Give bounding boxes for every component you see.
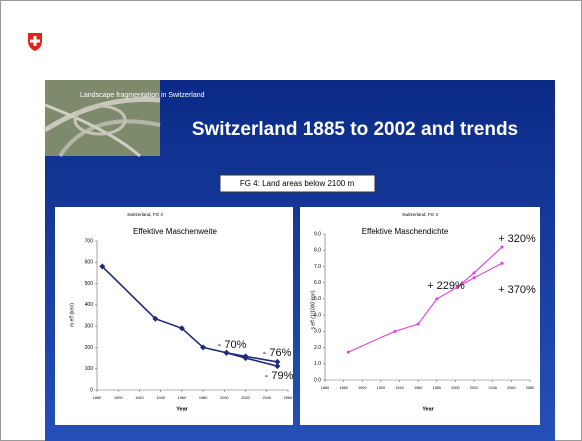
chart-title: Effektive Maschendichte: [362, 227, 449, 236]
annotation: - 79%: [265, 370, 294, 382]
x-tick-label: 2000: [451, 386, 459, 390]
data-point: [152, 315, 159, 322]
data-point: [223, 349, 230, 356]
y-tick-label: 7.0: [314, 264, 321, 270]
data-point: [500, 261, 504, 265]
y-tick-label: 100: [85, 366, 94, 372]
y-tick-label: 600: [85, 260, 94, 266]
x-tick-label: 1920: [377, 386, 385, 390]
y-tick-label: 400: [85, 302, 94, 308]
y-axis-label: m eff (km²): [69, 303, 75, 327]
aerial-photo: [43, 80, 161, 158]
y-tick-label: 3.0: [314, 329, 321, 335]
subtitle: FG 4: Land areas below 2100 m: [240, 179, 355, 188]
x-tick-label: 2060: [284, 396, 292, 400]
chart-panel: [300, 207, 540, 425]
x-tick-label: 1940: [395, 386, 403, 390]
y-tick-label: 200: [85, 345, 94, 351]
subtitle-box: [219, 174, 376, 193]
y-tick-label: 700: [85, 238, 94, 244]
data-point: [455, 285, 459, 289]
x-tick-label: 2040: [489, 386, 497, 390]
data-point: [242, 355, 249, 362]
y-tick-label: 2.0: [314, 345, 321, 351]
x-tick-label: 1980: [199, 396, 207, 400]
x-tick-label: 1960: [178, 396, 186, 400]
data-point: [472, 271, 476, 275]
y-tick-label: 1.0: [314, 361, 321, 367]
x-tick-label: 2000: [220, 396, 228, 400]
y-tick-label: 0.0: [314, 377, 321, 383]
data-point: [178, 325, 185, 332]
x-tick-label: 2080: [526, 386, 534, 390]
x-tick-label: 1940: [156, 396, 164, 400]
annotation: + 229%: [427, 280, 465, 292]
annotation: - 76%: [263, 347, 292, 359]
y-tick-label: 4.0: [314, 312, 321, 318]
annotation: + 320%: [498, 233, 536, 245]
annotation: - 70%: [218, 339, 247, 351]
y-tick-label: 300: [85, 323, 94, 329]
y-tick-label: 6.0: [314, 280, 321, 286]
y-tick-label: 8.0: [314, 248, 321, 254]
slide-small-title: Landscape fragmentation in Switzerland: [80, 92, 205, 99]
x-tick-label: 2060: [507, 386, 515, 390]
data-point: [500, 245, 504, 249]
chart-caption: Switzerland, FG 4: [127, 212, 163, 217]
x-tick-label: 2020: [470, 386, 478, 390]
x-tick-label: 1880: [339, 386, 347, 390]
x-tick-label: 1980: [433, 386, 441, 390]
y-tick-label: 500: [85, 281, 94, 287]
slide-title: Switzerland 1885 to 2002 and trends: [192, 119, 518, 140]
y-tick-label: 5.0: [314, 296, 321, 302]
x-tick-label: 1860: [321, 386, 329, 390]
x-axis-label: Year: [422, 406, 434, 412]
chart-title: Effektive Maschenweite: [133, 227, 217, 236]
data-point: [346, 350, 350, 354]
data-point: [416, 322, 420, 326]
chart-caption: Switzerland, FG 4: [402, 212, 438, 217]
data-point: [274, 358, 281, 365]
data-point: [435, 297, 439, 301]
x-tick-label: 1900: [358, 386, 366, 390]
chart-panel: [55, 207, 293, 425]
data-point: [99, 263, 106, 270]
x-tick-label: 2020: [241, 396, 249, 400]
x-axis-label: Year: [176, 406, 188, 412]
data-point: [393, 329, 397, 333]
y-tick-label: 9.0: [314, 231, 321, 237]
y-tick-label: 0: [90, 387, 93, 393]
x-tick-label: 1880: [93, 396, 101, 400]
annotation: + 370%: [498, 284, 536, 296]
x-tick-label: 1920: [135, 396, 143, 400]
swiss-logo: [28, 33, 42, 51]
x-tick-label: 1900: [114, 396, 122, 400]
data-point: [472, 276, 476, 280]
x-tick-label: 2040: [263, 396, 271, 400]
y-axis-label: s eff (1/1000 km²): [310, 290, 316, 329]
data-point: [274, 363, 281, 370]
data-point: [200, 344, 207, 351]
x-tick-label: 1960: [414, 386, 422, 390]
